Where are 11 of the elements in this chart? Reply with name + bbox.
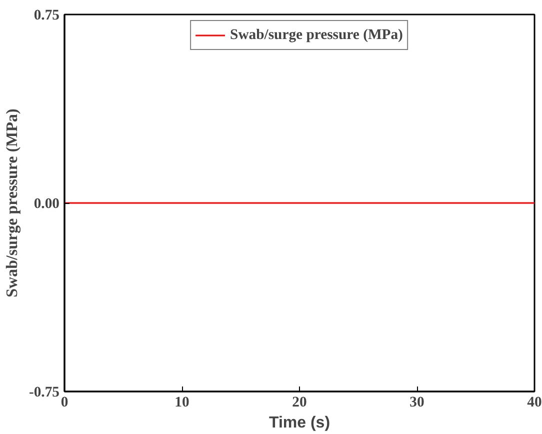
y-axis-title: Swab/surge pressure (MPa) [4, 108, 21, 298]
x-tick-label: 30 [410, 394, 424, 410]
x-tick-label: 10 [174, 394, 190, 410]
x-axis-title: Time (s) [268, 414, 330, 432]
y-tick-label: 0.75 [34, 8, 60, 24]
x-tick-label: 40 [527, 394, 542, 410]
x-tick-label: 20 [292, 394, 307, 410]
x-tick-label: 0 [60, 394, 68, 410]
legend-label: Swab/surge pressure (MPa) [230, 26, 403, 44]
y-tick-label: 0.00 [34, 196, 60, 212]
y-tick-label: -0.75 [28, 384, 60, 400]
